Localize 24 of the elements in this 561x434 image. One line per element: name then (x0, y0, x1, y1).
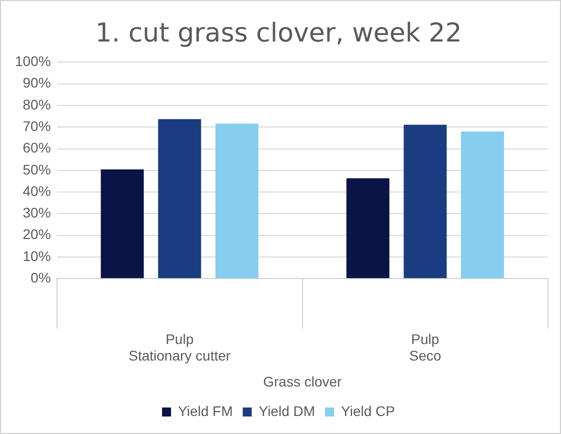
bar (346, 178, 390, 278)
bar (215, 124, 258, 278)
y-tick-label: 70% (22, 118, 51, 134)
y-tick-label: 100% (14, 53, 51, 70)
bar (461, 131, 504, 278)
legend-label: Yield FM (178, 402, 233, 419)
legend-label: Yield DM (258, 402, 316, 419)
bar (158, 119, 202, 278)
y-tick-label: 90% (22, 74, 51, 91)
y-tick-label: 0% (30, 269, 51, 286)
y-tick-label: 80% (22, 96, 51, 112)
bar (100, 169, 144, 278)
x-tick-label: Pulp Stationary cutter (128, 330, 231, 364)
x-tick-label: Pulp Seco (409, 330, 442, 364)
y-tick-label: 50% (22, 161, 51, 178)
y-tick-label: 10% (22, 248, 51, 264)
y-tick-label: 40% (22, 182, 51, 199)
bar (404, 124, 447, 278)
y-tick-label: 20% (22, 226, 51, 242)
y-tick-label: 30% (22, 204, 51, 221)
x-axis-title: Grass clover (263, 373, 342, 390)
legend-label: Yield CP (341, 402, 395, 419)
chart-title: 1. cut grass clover, week 22 (95, 18, 462, 48)
y-tick-label: 60% (22, 140, 51, 156)
